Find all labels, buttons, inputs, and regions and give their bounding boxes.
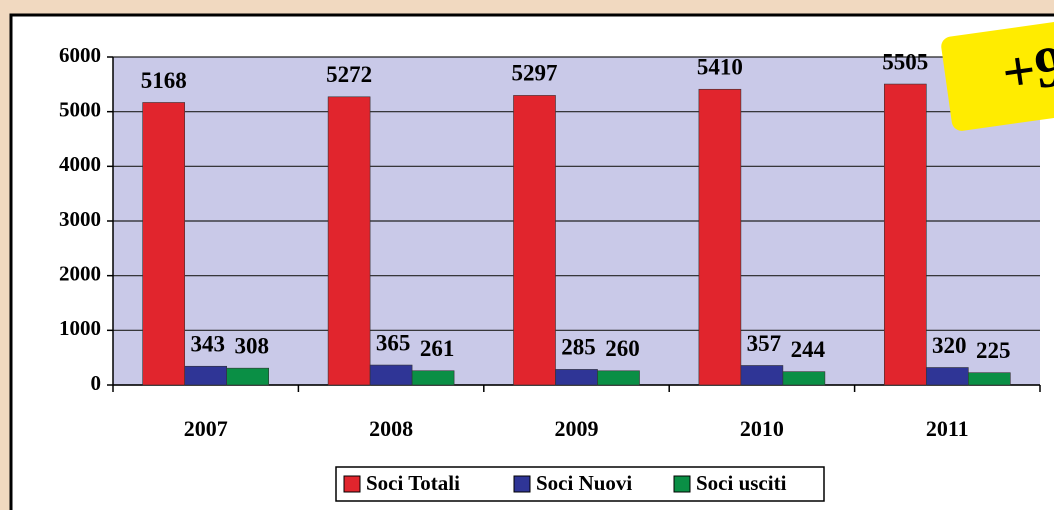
y-tick-label: 3000 <box>59 207 101 231</box>
x-tick-label: 2009 <box>555 416 599 441</box>
bar <box>142 102 185 386</box>
bar <box>698 88 742 386</box>
legend-swatch <box>673 475 691 493</box>
legend-box <box>335 466 825 502</box>
value-label: 244 <box>791 337 826 362</box>
bar <box>597 370 640 386</box>
x-tick-label: 2007 <box>184 416 228 441</box>
bar <box>184 365 227 386</box>
value-label: 285 <box>561 335 596 360</box>
bar <box>925 367 969 386</box>
bar <box>226 367 269 386</box>
value-label: 365 <box>376 330 411 355</box>
value-label: 5297 <box>512 61 558 86</box>
legend-swatch <box>343 475 361 493</box>
y-tick-label: 2000 <box>59 261 101 285</box>
value-label: 320 <box>932 333 967 358</box>
legend-label: Soci Totali <box>366 471 460 495</box>
bar <box>782 371 826 386</box>
bar <box>740 365 784 386</box>
y-tick-label: 1000 <box>59 316 101 340</box>
legend-swatch <box>513 475 531 493</box>
value-label: 5272 <box>326 62 372 87</box>
value-label: 260 <box>605 336 640 361</box>
y-tick-label: 5000 <box>59 97 101 121</box>
value-label: 5505 <box>882 49 928 74</box>
value-label: 225 <box>976 338 1011 363</box>
value-label: 308 <box>234 333 269 358</box>
value-label: 343 <box>190 332 225 357</box>
badge: +9 <box>941 17 1054 131</box>
value-label: 5410 <box>697 55 743 80</box>
y-tick-label: 0 <box>91 371 102 395</box>
y-tick-label: 4000 <box>59 152 101 176</box>
x-tick-label: 2011 <box>926 416 969 441</box>
legend-label: Soci Nuovi <box>536 471 632 495</box>
y-tick-label: 6000 <box>59 43 101 67</box>
badge-text: +9 <box>998 33 1054 106</box>
x-tick-label: 2010 <box>740 416 784 441</box>
value-label: 261 <box>420 336 455 361</box>
bar <box>883 83 927 386</box>
bar <box>513 95 556 386</box>
bar <box>369 364 413 386</box>
bar <box>555 369 598 386</box>
bar <box>411 370 455 386</box>
legend-label: Soci usciti <box>696 471 787 495</box>
bar <box>967 372 1011 386</box>
value-label: 5168 <box>141 68 187 93</box>
x-tick-label: 2008 <box>369 416 413 441</box>
value-label: 357 <box>747 331 782 356</box>
bar <box>327 96 371 386</box>
badge-shape <box>941 17 1054 131</box>
